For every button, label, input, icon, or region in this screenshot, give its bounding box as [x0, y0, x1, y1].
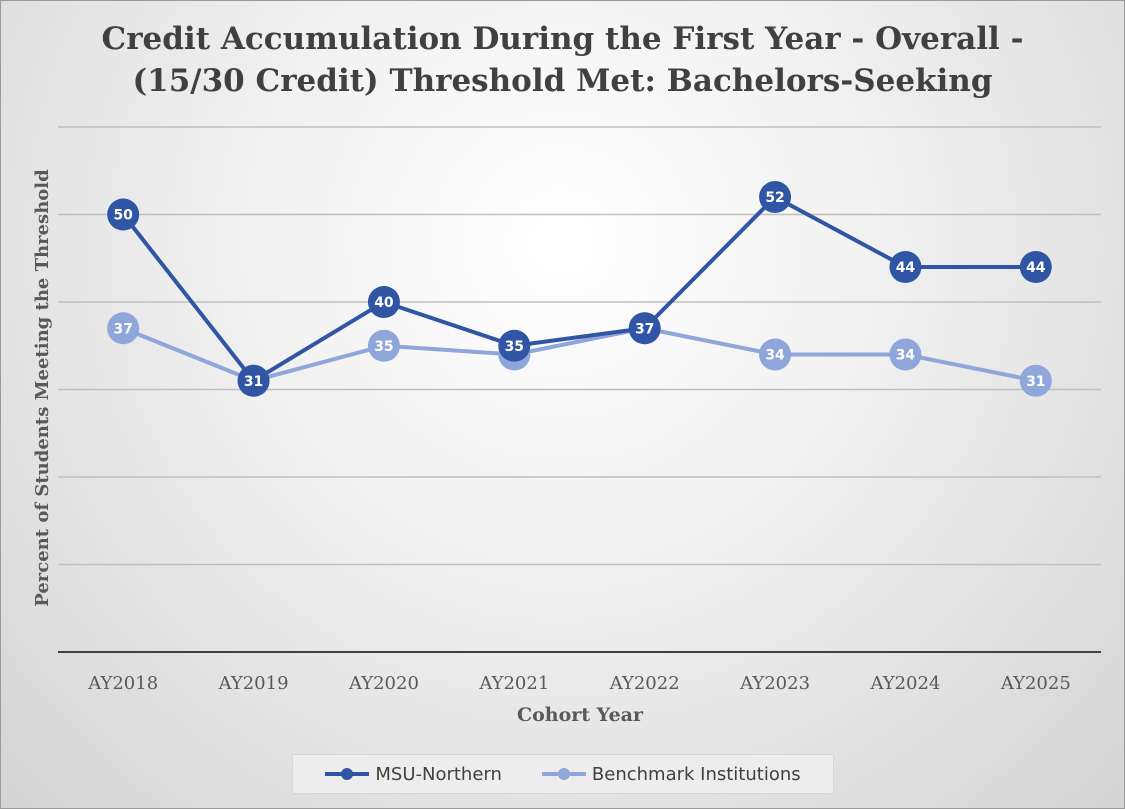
data-point [367, 329, 400, 362]
x-tick-label: AY2025 [1000, 673, 1071, 694]
series-group: 37313534373434315031403537524444 [107, 181, 1052, 397]
data-label: 52 [765, 190, 784, 206]
data-point [628, 312, 661, 345]
chart-title-line-1: Credit Accumulation During the First Yea… [101, 21, 1024, 57]
series-line [121, 195, 1036, 383]
x-tick-label: AY2020 [348, 673, 419, 694]
data-point [1019, 251, 1052, 283]
legend: MSU-Northern Benchmark Institutions [292, 754, 834, 794]
data-label: 34 [765, 348, 785, 364]
gridlines [58, 126, 1101, 653]
data-label: 37 [113, 321, 132, 337]
data-point [1019, 364, 1052, 397]
data-label: 31 [1026, 374, 1045, 390]
data-point [889, 251, 922, 283]
legend-swatch-msu-northern [325, 768, 370, 780]
legend-label-benchmark: Benchmark Institutions [591, 763, 801, 785]
data-label: 34 [896, 348, 916, 364]
x-axis-label: Cohort Year [517, 704, 644, 726]
data-label: 50 [113, 208, 133, 224]
data-point [889, 338, 922, 371]
data-point [759, 181, 792, 213]
data-point [367, 286, 400, 318]
data-point [107, 312, 140, 345]
data-label: 35 [505, 339, 524, 355]
x-tick-label: AY2023 [739, 673, 810, 694]
y-axis-label: Percent of Students Meeting the Threshol… [32, 169, 53, 607]
x-tick-label: AY2022 [609, 673, 680, 694]
legend-label-msu-northern: MSU-Northern [375, 763, 502, 785]
data-label: 40 [374, 295, 394, 311]
data-point [498, 329, 531, 362]
data-label: 31 [244, 374, 263, 390]
x-tick-label: AY2018 [87, 673, 158, 694]
legend-item-msu-northern: MSU-Northern [325, 764, 502, 785]
data-point [237, 364, 270, 397]
data-label: 37 [635, 321, 654, 337]
x-tick-label: AY2021 [478, 673, 549, 694]
x-tick-label: AY2024 [869, 673, 940, 694]
x-tick-labels: AY2018 AY2019 AY2020 AY2021 AY2022 AY2023 AY20… [87, 673, 1071, 694]
series-line [122, 326, 1037, 383]
chart-title-line-2: (15/30 Credit) Threshold Met: Bachelors-… [132, 63, 993, 99]
chart-title: Credit Accumulation During the First Yea… [0, 18, 1125, 102]
x-tick-label: AY2019 [218, 673, 289, 694]
data-point [107, 198, 140, 231]
data-label: 44 [896, 260, 916, 276]
legend-swatch-benchmark [541, 768, 586, 780]
data-point [759, 338, 792, 371]
legend-item-benchmark: Benchmark Institutions [541, 763, 801, 785]
data-label: 35 [374, 339, 393, 355]
data-label: 44 [1026, 260, 1046, 276]
